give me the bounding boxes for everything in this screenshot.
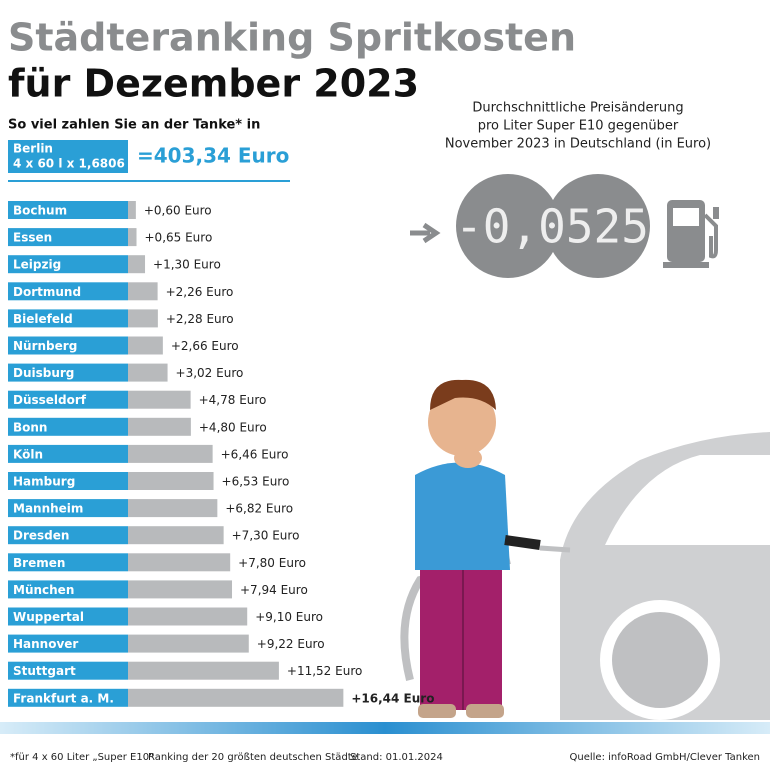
category-label: Leipzig [13, 258, 61, 272]
value-label: +7,94 Euro [240, 583, 308, 597]
display-circle [456, 174, 560, 278]
category-box [8, 228, 128, 247]
category-label: Hannover [13, 637, 78, 651]
bar [128, 336, 163, 355]
category-label: Mannheim [13, 502, 83, 516]
value-label: +0,60 Euro [144, 204, 212, 218]
annotation-line: November 2023 in Deutschland (in Euro) [445, 137, 711, 152]
arrow [410, 222, 441, 244]
value-label: +6,53 Euro [222, 475, 290, 489]
bar [128, 417, 191, 436]
category-label: Nürnberg [13, 339, 77, 353]
value-label: +1,30 Euro [153, 258, 221, 272]
value-label: +2,26 Euro [166, 285, 234, 299]
category-label: Köln [13, 447, 43, 461]
category-label: Dresden [13, 529, 69, 543]
bar [128, 661, 279, 680]
category-box [8, 688, 128, 707]
price-change: -0,0525 [455, 200, 649, 254]
value-label: +4,78 Euro [199, 393, 267, 407]
category-label: Dortmund [13, 285, 81, 299]
value-label: +0,65 Euro [145, 231, 213, 245]
value-label: +7,80 Euro [238, 556, 306, 570]
annotation-line: Durchschnittliche Preisänderung [472, 101, 683, 116]
annotation-line: pro Liter Super E10 gegenüber [478, 119, 679, 134]
bar [128, 390, 191, 409]
fuel-pump [663, 200, 719, 268]
bar [128, 499, 218, 518]
category-label: Essen [13, 231, 52, 245]
bar [128, 580, 233, 599]
category-label: Bremen [13, 556, 65, 570]
reference-city: Berlin [13, 142, 53, 156]
value-label: +9,10 Euro [255, 610, 323, 624]
category-box [8, 417, 128, 436]
bar [128, 228, 137, 247]
person [400, 379, 571, 718]
bar [128, 444, 213, 463]
value-label: +2,66 Euro [171, 339, 239, 353]
category-label: Düsseldorf [13, 393, 87, 407]
category-box [8, 580, 128, 599]
footer-note: *für 4 x 60 Liter „Super E10“ [10, 752, 154, 763]
lead: So viel zahlen Sie an der Tanke* in [8, 118, 260, 133]
value-label: +3,02 Euro [176, 366, 244, 380]
category-label: Frankfurt a. M. [13, 691, 114, 705]
category-label: Bielefeld [13, 312, 73, 326]
reference-box [8, 140, 128, 173]
category-box [8, 499, 128, 518]
value-label: +4,80 Euro [199, 420, 267, 434]
bar [128, 309, 158, 328]
footer-note: Stand: 01.01.2024 [350, 752, 443, 763]
bar [128, 363, 168, 382]
category-box [8, 634, 128, 653]
value-label: +11,52 Euro [287, 664, 362, 678]
category-box [8, 309, 128, 328]
bar [128, 553, 231, 572]
value-label: +6,46 Euro [221, 447, 289, 461]
footer-note: Ranking der 20 größten deutschen Städte [148, 752, 358, 763]
category-box [8, 661, 128, 680]
category-box [8, 526, 128, 545]
category-box [8, 390, 128, 409]
reference-formula: 4 x 60 l x 1,6806 € [13, 157, 137, 171]
bar [128, 201, 136, 219]
title: Städteranking Spritkosten [8, 16, 576, 60]
subtitle: für Dezember 2023 [8, 62, 419, 106]
category-label: München [13, 583, 74, 597]
category-label: Hamburg [13, 475, 75, 489]
category-box [8, 336, 128, 355]
value-label: +9,22 Euro [257, 637, 325, 651]
bar [128, 607, 248, 626]
car [560, 432, 770, 720]
bar [128, 634, 249, 653]
reference-total: =403,34 Euro [137, 144, 289, 168]
category-label: Duisburg [13, 366, 74, 380]
category-label: Bonn [13, 420, 47, 434]
category-box [8, 472, 128, 490]
value-label: +7,30 Euro [232, 529, 300, 543]
bar [128, 472, 214, 490]
category-box [8, 201, 128, 219]
bar [128, 282, 158, 301]
bar [128, 688, 344, 707]
category-box [8, 363, 128, 382]
category-label: Bochum [13, 204, 67, 218]
value-label: +2,28 Euro [166, 312, 234, 326]
stripe [0, 722, 770, 734]
category-box [8, 553, 128, 572]
footer-source: Quelle: infoRoad GmbH/Clever Tanken [570, 752, 761, 763]
bar [128, 255, 146, 274]
bar [128, 526, 224, 545]
category-label: Wuppertal [13, 610, 84, 624]
category-box [8, 444, 128, 463]
category-box [8, 255, 128, 274]
value-label: +6,82 Euro [225, 502, 293, 516]
category-box [8, 282, 128, 301]
category-label: Stuttgart [13, 664, 76, 678]
category-box [8, 607, 128, 626]
display-circle [546, 174, 650, 278]
value-label: +16,44 Euro [351, 691, 434, 705]
